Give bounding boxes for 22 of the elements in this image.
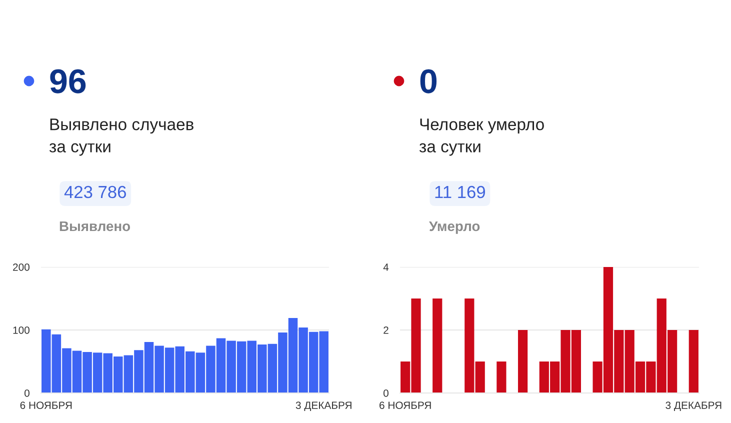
text: Человек умерло за сутки xyxy=(419,118,544,156)
text: 96 xyxy=(50,69,86,94)
y-tick-label: 4 xyxy=(383,264,389,271)
x-tick-label: 3 ДЕКАБРЯ xyxy=(666,402,722,411)
y-tick-label: 0 xyxy=(24,390,30,397)
text: 11 169 xyxy=(435,186,485,198)
text: Умерло xyxy=(429,221,480,234)
bar xyxy=(688,330,698,393)
x-tick-label: 3 ДЕКАБРЯ xyxy=(296,402,352,411)
bar xyxy=(432,298,442,393)
text: Выявлено случаев за сутки xyxy=(49,118,194,156)
y-tick-label: 100 xyxy=(13,326,30,334)
x-tick-label: 6 НОЯБРЯ xyxy=(380,402,431,409)
y-tick-label: 0 xyxy=(384,390,388,397)
bar xyxy=(518,330,528,393)
y-tick-label: 200 xyxy=(13,264,30,271)
text: 423 786 xyxy=(64,186,126,198)
bar xyxy=(496,362,506,393)
x-tick-label: 6 НОЯБРЯ xyxy=(20,402,72,409)
text: Выявлено xyxy=(60,221,130,232)
text: 0 xyxy=(420,69,437,94)
y-tick-label: 2 xyxy=(384,326,388,334)
